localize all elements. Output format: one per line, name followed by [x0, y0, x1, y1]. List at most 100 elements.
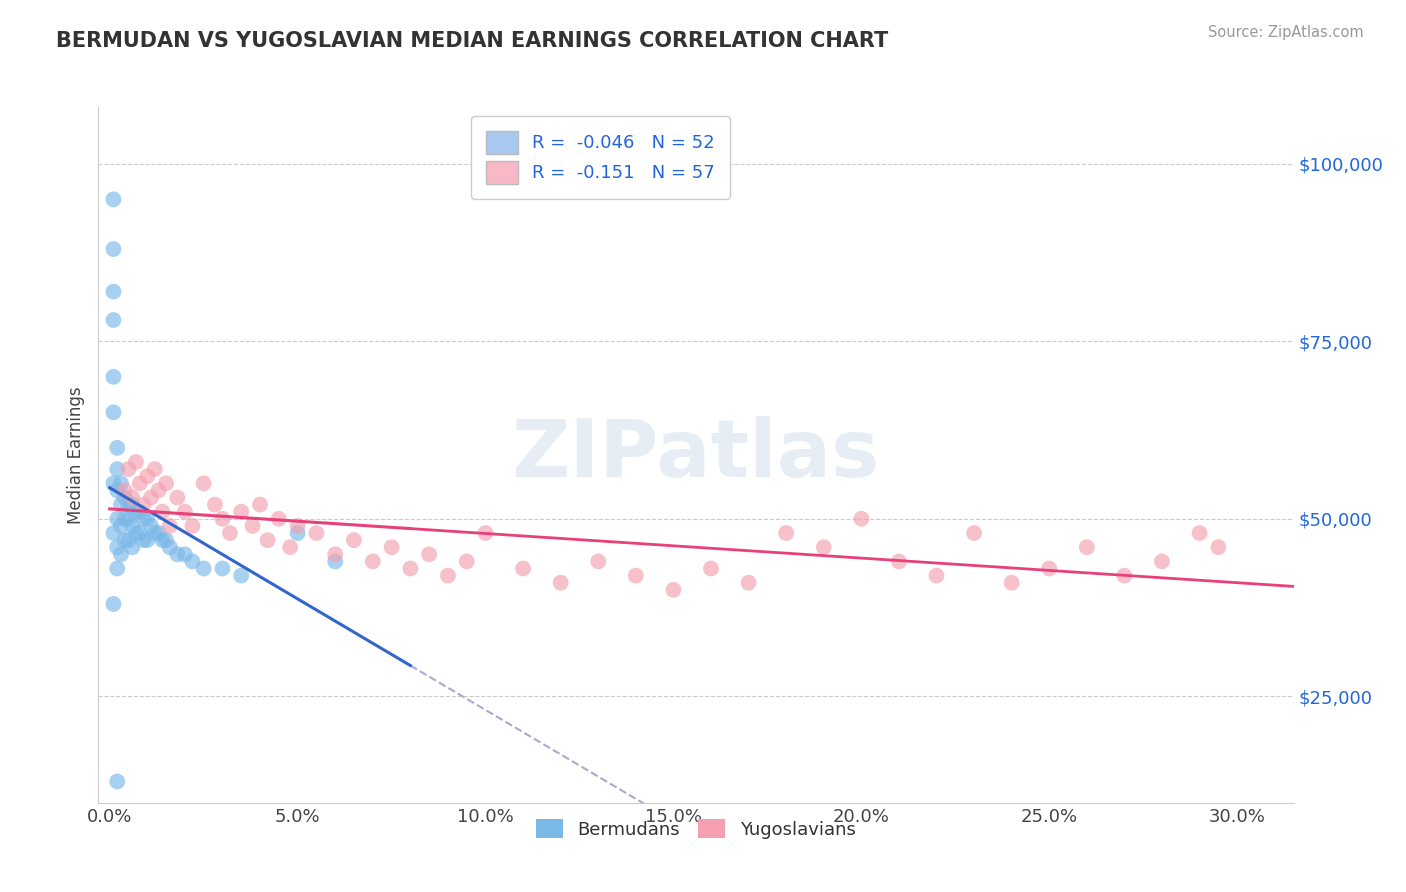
Point: [148, 526, 170, 541]
Point: [125, 526, 148, 541]
Point: [166, 491, 188, 505]
Point: [114, 533, 136, 548]
Point: [105, 441, 128, 455]
Point: [456, 554, 478, 568]
Point: [278, 540, 301, 554]
Text: ZIPatlas: ZIPatlas: [512, 416, 880, 494]
Point: [128, 476, 150, 491]
Point: [418, 547, 440, 561]
Point: [128, 505, 150, 519]
Point: [117, 533, 139, 548]
Point: [1038, 561, 1060, 575]
Point: [267, 512, 290, 526]
Text: BERMUDAN VS YUGOSLAVIAN MEDIAN EARNINGS CORRELATION CHART: BERMUDAN VS YUGOSLAVIAN MEDIAN EARNINGS …: [56, 31, 889, 51]
Point: [121, 498, 143, 512]
Point: [110, 547, 132, 561]
Point: [249, 498, 271, 512]
Point: [851, 512, 873, 526]
Point: [125, 505, 148, 519]
Point: [287, 519, 309, 533]
Point: [211, 512, 233, 526]
Point: [173, 547, 195, 561]
Point: [121, 540, 143, 554]
Point: [181, 519, 204, 533]
Point: [136, 533, 159, 548]
Point: [305, 526, 328, 541]
Point: [550, 575, 572, 590]
Point: [399, 561, 422, 575]
Point: [103, 242, 125, 256]
Point: [128, 526, 150, 541]
Point: [512, 561, 534, 575]
Point: [813, 540, 835, 554]
Point: [211, 561, 233, 575]
Point: [103, 192, 125, 206]
Point: [323, 554, 346, 568]
Point: [181, 554, 204, 568]
Point: [103, 313, 125, 327]
Point: [474, 526, 496, 541]
Point: [155, 476, 177, 491]
Point: [231, 568, 253, 582]
Point: [256, 533, 278, 548]
Point: [110, 519, 132, 533]
Point: [105, 512, 128, 526]
Point: [343, 533, 366, 548]
Point: [114, 491, 136, 505]
Point: [143, 526, 166, 541]
Point: [193, 476, 215, 491]
Point: [136, 469, 159, 483]
Point: [155, 533, 177, 548]
Point: [624, 568, 647, 582]
Point: [121, 491, 143, 505]
Point: [114, 483, 136, 498]
Point: [148, 483, 170, 498]
Point: [380, 540, 402, 554]
Point: [159, 540, 181, 554]
Point: [105, 483, 128, 498]
Point: [963, 526, 986, 541]
Point: [193, 561, 215, 575]
Point: [1188, 526, 1211, 541]
Point: [132, 533, 155, 548]
Point: [1114, 568, 1136, 582]
Point: [110, 476, 132, 491]
Point: [887, 554, 910, 568]
Point: [700, 561, 723, 575]
Point: [110, 498, 132, 512]
Point: [105, 561, 128, 575]
Point: [166, 547, 188, 561]
Point: [105, 774, 128, 789]
Point: [150, 533, 173, 548]
Point: [103, 369, 125, 384]
Point: [150, 505, 173, 519]
Point: [737, 575, 759, 590]
Point: [103, 526, 125, 541]
Point: [662, 582, 685, 597]
Point: [117, 462, 139, 476]
Point: [136, 512, 159, 526]
Point: [139, 519, 162, 533]
Point: [925, 568, 948, 582]
Point: [287, 526, 309, 541]
Y-axis label: Median Earnings: Median Earnings: [67, 386, 86, 524]
Point: [242, 519, 264, 533]
Point: [231, 505, 253, 519]
Point: [121, 519, 143, 533]
Point: [132, 512, 155, 526]
Point: [143, 462, 166, 476]
Point: [105, 540, 128, 554]
Point: [361, 554, 384, 568]
Point: [1208, 540, 1230, 554]
Point: [323, 547, 346, 561]
Point: [132, 498, 155, 512]
Point: [103, 597, 125, 611]
Legend: Bermudans, Yugoslavians: Bermudans, Yugoslavians: [529, 812, 863, 846]
Point: [117, 512, 139, 526]
Point: [588, 554, 610, 568]
Point: [1150, 554, 1173, 568]
Point: [1001, 575, 1024, 590]
Point: [139, 491, 162, 505]
Point: [437, 568, 460, 582]
Point: [103, 285, 125, 299]
